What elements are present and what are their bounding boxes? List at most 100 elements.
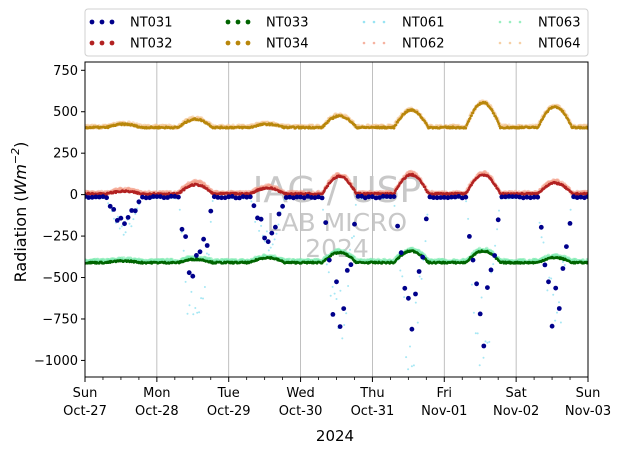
data-point (452, 194, 458, 200)
data-point (538, 122, 542, 126)
data-point (341, 306, 347, 311)
data-point (205, 252, 208, 255)
data-point (424, 240, 427, 243)
data-point (183, 234, 189, 240)
y-tick-label: −500 (42, 271, 78, 286)
data-point (492, 253, 497, 258)
data-point (325, 263, 328, 266)
data-point (190, 290, 193, 293)
data-point (194, 253, 199, 258)
watermark-line-2: LAB MICRO (267, 208, 407, 237)
data-point (104, 195, 109, 201)
data-point (275, 232, 278, 235)
y-tick-label: −750 (42, 312, 78, 327)
data-point (129, 208, 135, 213)
data-point (335, 298, 338, 300)
data-point (445, 195, 451, 201)
data-point (567, 221, 573, 226)
data-point (280, 203, 285, 209)
data-point (265, 239, 271, 245)
data-point (564, 244, 569, 250)
data-point (337, 324, 343, 329)
data-point (414, 301, 417, 304)
data-point (366, 194, 372, 200)
data-point (208, 208, 214, 214)
data-point (298, 194, 303, 200)
data-point (471, 111, 475, 114)
data-point (542, 241, 545, 244)
data-point (491, 109, 494, 113)
data-point (578, 194, 584, 200)
data-point (100, 194, 106, 200)
data-point (423, 216, 429, 222)
data-point (416, 269, 422, 274)
data-point (554, 319, 557, 322)
data-point (463, 194, 469, 200)
data-point (552, 293, 555, 296)
legend-item-NT063: NT063 (498, 16, 580, 31)
data-point (467, 234, 472, 239)
data-point (158, 194, 163, 200)
data-point (476, 332, 479, 335)
data-point (370, 194, 375, 200)
data-point (188, 304, 191, 307)
data-point (255, 215, 260, 221)
data-point (186, 270, 192, 276)
data-point (474, 332, 477, 335)
x-tick-date: Oct-27 (63, 404, 107, 419)
data-point (128, 222, 131, 225)
data-point (265, 230, 268, 233)
data-point (470, 283, 473, 286)
data-point (86, 195, 91, 200)
data-point (327, 271, 330, 274)
data-point (287, 194, 293, 200)
data-point (494, 244, 497, 247)
x-tick-day: Thu (359, 386, 384, 401)
data-point (273, 224, 278, 230)
data-point (219, 195, 224, 201)
y-label-unit: Wm (11, 164, 30, 195)
legend-marker (89, 40, 95, 46)
data-point (477, 311, 483, 317)
data-point (222, 195, 228, 201)
y-label-exponent: −2 (9, 148, 22, 164)
data-point (492, 112, 496, 115)
data-point (441, 195, 447, 200)
x-tick-day: Sat (505, 386, 526, 401)
data-point (353, 123, 357, 127)
data-point (150, 194, 156, 199)
data-point (179, 226, 185, 232)
y-tick-label: 0 (70, 188, 78, 203)
data-point (176, 194, 181, 200)
x-tick-day: Fri (437, 386, 453, 401)
x-axis: SunOct-27MonOct-28TueOct-29WedOct-30ThuO… (63, 377, 611, 419)
legend-item-NT033: NT033 (225, 16, 308, 31)
data-point (330, 312, 336, 317)
legend-label: NT063 (538, 16, 580, 31)
data-point (124, 231, 127, 234)
data-point (250, 200, 253, 203)
x-tick-date: Oct-31 (351, 404, 395, 419)
x-tick-date: Nov-02 (493, 404, 539, 419)
x-tick-day: Wed (286, 386, 314, 401)
data-point (197, 249, 203, 255)
data-point (553, 285, 559, 291)
data-point (412, 364, 415, 367)
legend-marker (89, 19, 95, 25)
y-tick-label: −1000 (34, 354, 78, 369)
data-point (178, 208, 181, 211)
data-point (520, 195, 526, 201)
data-point (316, 194, 321, 200)
data-point (229, 194, 235, 199)
data-point (405, 356, 408, 359)
data-point (485, 285, 490, 290)
x-tick-date: Oct-28 (135, 404, 179, 419)
data-point (517, 194, 523, 200)
data-point (118, 227, 121, 230)
data-point (352, 221, 357, 227)
data-point (373, 195, 379, 201)
data-point (425, 188, 428, 192)
data-point (467, 217, 470, 220)
data-point (301, 195, 307, 201)
